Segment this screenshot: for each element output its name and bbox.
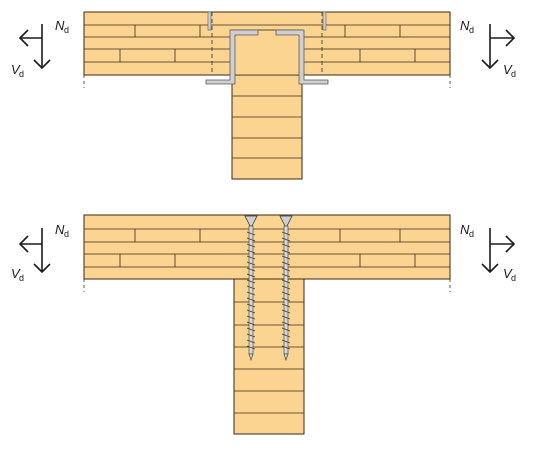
shear-force-label: V (503, 62, 513, 77)
shear-force-label: V (503, 266, 513, 281)
normal-force-sub: d (469, 229, 474, 239)
clt-wall-top (231, 29, 303, 180)
force-left-bottom: N d V d (11, 222, 69, 283)
steel-bracket (205, 11, 329, 85)
shear-force-sub: d (511, 69, 516, 79)
force-left-top: N d V d (11, 18, 69, 79)
normal-force-sub: d (64, 25, 69, 35)
screw-right (279, 215, 293, 361)
normal-force-label: N (460, 18, 470, 33)
normal-force-sub: d (64, 229, 69, 239)
shear-force-sub: d (511, 273, 516, 283)
clt-wall-bottom (233, 278, 305, 435)
screw-connection: N d V d N d V d (11, 214, 516, 435)
screw-left (244, 215, 258, 361)
force-right-bottom: N d V d (460, 222, 516, 283)
shear-force-sub: d (19, 273, 24, 283)
shear-force-label: V (11, 266, 21, 281)
clt-slab-bottom (83, 214, 451, 280)
normal-force-label: N (460, 222, 470, 237)
shear-force-label: V (11, 62, 21, 77)
bracket-connection: N d V d N d V d (11, 11, 516, 180)
normal-force-sub: d (469, 25, 474, 35)
normal-force-label: N (55, 18, 65, 33)
shear-force-sub: d (19, 69, 24, 79)
force-right-top: N d V d (460, 18, 516, 79)
normal-force-label: N (55, 222, 65, 237)
